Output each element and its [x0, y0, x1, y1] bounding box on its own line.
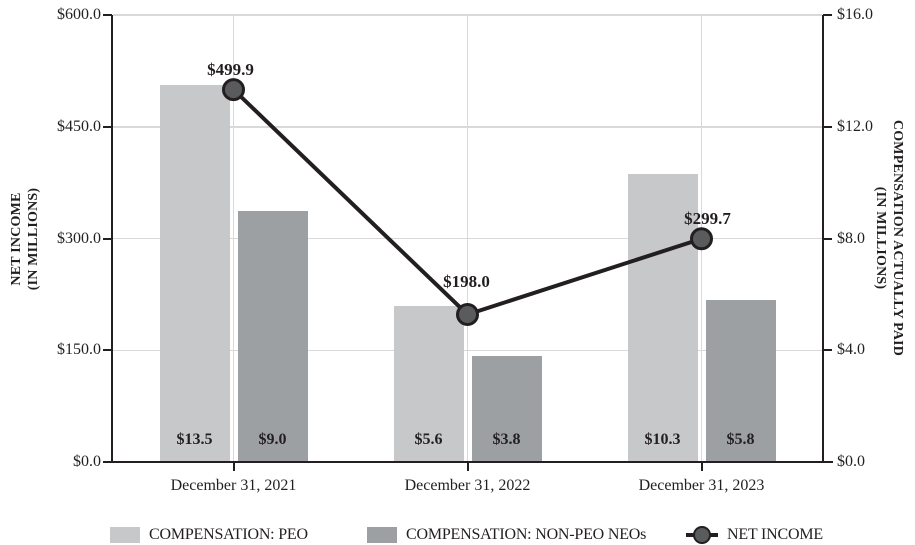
- legend-label-non-peo: COMPENSATION: NON-PEO NEOs: [406, 526, 647, 543]
- bar-value-label: $10.3: [644, 431, 681, 448]
- bar-compensation-non-peo: [237, 210, 308, 462]
- right-axis-tick-label: $0.0: [837, 453, 865, 470]
- line-marker-icon: [686, 523, 718, 545]
- right-axis-tick: [823, 14, 832, 16]
- net-income-marker: [222, 78, 245, 102]
- x-axis-line: [103, 461, 833, 463]
- bar-value-label: $3.8: [492, 431, 521, 448]
- left-axis-tick-label: $300.0: [57, 229, 101, 247]
- non-peo-swatch-icon: [367, 527, 397, 543]
- left-axis-title-line2: (IN MILLIONS): [26, 187, 41, 291]
- left-axis-tick: [103, 14, 112, 16]
- legend-item-non-peo: COMPENSATION: NON-PEO NEOs: [367, 523, 646, 545]
- bar-value-label: $5.6: [414, 431, 443, 448]
- left-axis-tick-label: $0.0: [73, 453, 101, 470]
- bar-compensation-peo: [393, 305, 464, 462]
- bar-value-label: $9.0: [258, 431, 287, 448]
- right-axis-tick: [823, 349, 832, 352]
- right-axis-tick-label: $16.0: [837, 6, 873, 23]
- legend: COMPENSATION: PEO COMPENSATION: NON-PEO …: [0, 523, 915, 545]
- left-axis-line: [111, 15, 113, 463]
- net-income-value-label: $198.0: [443, 272, 490, 292]
- v-gridline: [232, 15, 235, 461]
- left-axis-title: NET INCOME (IN MILLIONS): [8, 188, 42, 291]
- bar-compensation-non-peo: [471, 355, 542, 462]
- x-axis-category-label: December 31, 2022: [404, 477, 531, 494]
- right-axis-title-line1: COMPENSATION ACTUALLY PAID: [890, 119, 905, 357]
- bar-compensation-peo: [627, 174, 698, 462]
- right-axis-tick: [823, 237, 832, 240]
- x-axis-tick: [232, 462, 235, 471]
- net-income-value-label: $299.7: [684, 208, 731, 228]
- left-axis-tick-label: $150.0: [57, 341, 101, 359]
- net-income-marker: [456, 302, 479, 326]
- right-axis-line: [822, 15, 824, 463]
- right-axis-tick: [823, 125, 832, 128]
- peo-swatch-icon: [110, 527, 140, 543]
- left-axis-tick: [103, 125, 112, 128]
- bar-value-label: $5.8: [726, 431, 755, 448]
- legend-item-net-income: NET INCOME: [686, 523, 823, 545]
- left-axis-tick: [103, 349, 112, 352]
- left-axis-tick-label: $600.0: [57, 6, 101, 23]
- x-axis-tick: [466, 462, 469, 471]
- right-axis-title: COMPENSATION ACTUALLY PAID (IN MILLIONS): [872, 120, 906, 356]
- left-axis-tick-label: $450.0: [57, 117, 101, 135]
- left-axis-title-line1: NET INCOME: [9, 192, 24, 286]
- v-gridline: [466, 15, 469, 461]
- bar-compensation-non-peo: [705, 299, 776, 462]
- right-axis-tick-label: $4.0: [837, 341, 865, 359]
- legend-label-net-income: NET INCOME: [727, 526, 823, 543]
- x-axis-category-label: December 31, 2023: [638, 477, 765, 494]
- legend-item-peo: COMPENSATION: PEO: [110, 523, 308, 545]
- left-axis-tick: [103, 237, 112, 240]
- right-axis-tick-label: $8.0: [837, 229, 865, 247]
- right-axis-title-line2: (IN MILLIONS): [873, 186, 888, 290]
- x-axis-category-label: December 31, 2021: [170, 477, 297, 494]
- net-income-value-label: $499.9: [207, 59, 254, 79]
- net-income-marker: [690, 227, 713, 251]
- right-axis-tick-label: $12.0: [837, 117, 873, 135]
- x-axis-tick: [700, 462, 703, 471]
- bar-compensation-peo: [159, 84, 230, 462]
- legend-label-peo: COMPENSATION: PEO: [149, 526, 308, 543]
- bar-value-label: $13.5: [176, 431, 213, 448]
